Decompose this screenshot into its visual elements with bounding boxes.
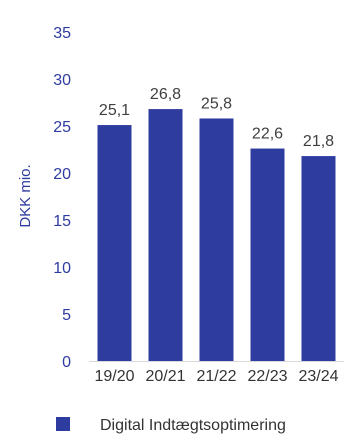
data-label: 26,8: [150, 86, 181, 103]
bar: [301, 156, 336, 361]
x-tick-label: 23/24: [298, 368, 338, 385]
bars: [97, 109, 336, 361]
x-tick-label: 19/20: [94, 368, 134, 385]
y-tick-label: 15: [53, 213, 71, 230]
x-tick-label: 22/23: [247, 368, 287, 385]
y-tick-label: 5: [62, 307, 71, 324]
y-tick-label: 25: [53, 119, 71, 136]
legend-swatch: [56, 417, 70, 431]
bar: [148, 109, 183, 361]
x-tick-label: 20/21: [145, 368, 185, 385]
x-axis-labels: 19/20 20/21 21/22 22/23 23/24: [94, 368, 338, 385]
y-tick-label: 30: [53, 72, 71, 89]
y-axis-ticks: 0 5 10 15 20 25 30 35: [53, 25, 71, 371]
bar: [199, 118, 234, 361]
legend: Digital Indtægtsoptimering: [56, 417, 286, 434]
y-tick-label: 20: [53, 166, 71, 183]
data-label: 21,8: [303, 133, 334, 150]
y-axis-title: DKK mio.: [17, 164, 34, 227]
legend-label: Digital Indtægtsoptimering: [100, 417, 286, 434]
bar: [250, 148, 285, 361]
y-tick-label: 10: [53, 260, 71, 277]
data-label: 22,6: [252, 126, 283, 143]
data-label: 25,1: [99, 102, 130, 119]
bar: [97, 125, 132, 361]
y-tick-label: 35: [53, 25, 71, 42]
y-tick-label: 0: [62, 354, 71, 371]
x-tick-label: 21/22: [196, 368, 236, 385]
data-label: 25,8: [201, 95, 232, 112]
data-labels: 25,1 26,8 25,8 22,6 21,8: [99, 86, 334, 150]
